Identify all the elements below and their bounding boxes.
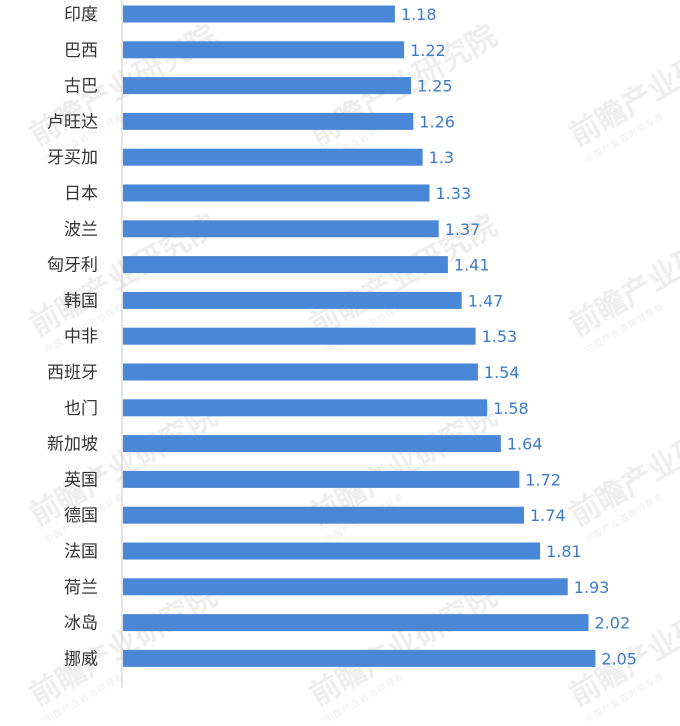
category-label-15: 法国	[64, 542, 98, 562]
value-label-18: 2.05	[601, 649, 637, 668]
value-label-6: 1.37	[445, 220, 481, 239]
value-label-2: 1.25	[417, 77, 453, 96]
category-label-12: 新加坡	[47, 435, 98, 455]
bar-18	[123, 649, 596, 667]
category-label-8: 韩国	[64, 291, 98, 311]
category-label-11: 也门	[64, 399, 98, 419]
category-label-4: 牙买加	[47, 148, 98, 168]
category-label-17: 冰岛	[64, 614, 98, 634]
value-label-11: 1.58	[493, 399, 529, 418]
category-label-6: 波兰	[64, 220, 98, 240]
category-label-18: 挪威	[64, 649, 98, 669]
bar-17	[123, 614, 589, 632]
bar-3	[123, 112, 414, 130]
bar-2	[123, 77, 411, 95]
bar-14	[123, 506, 524, 524]
bar-16	[123, 578, 568, 596]
category-label-7: 匈牙利	[47, 256, 98, 276]
category-label-10: 西班牙	[47, 363, 98, 383]
category-label-14: 德国	[64, 506, 98, 526]
bar-4	[123, 148, 423, 166]
category-label-5: 日本	[64, 184, 98, 204]
value-label-16: 1.93	[574, 578, 610, 597]
category-label-13: 英国	[64, 470, 98, 490]
category-label-2: 古巴	[64, 77, 98, 97]
bar-1	[123, 41, 405, 59]
value-label-8: 1.47	[468, 291, 504, 310]
value-label-7: 1.41	[454, 256, 490, 275]
bar-8	[123, 291, 462, 309]
bar-11	[123, 399, 488, 417]
value-label-5: 1.33	[436, 184, 472, 203]
value-label-12: 1.64	[507, 435, 543, 454]
bar-9	[123, 327, 476, 345]
category-label-9: 中非	[64, 327, 98, 347]
bar-12	[123, 435, 501, 453]
category-labels: 印度巴西古巴卢旺达牙买加日本波兰匈牙利韩国中非西班牙也门新加坡英国德国法国荷兰冰…	[47, 5, 98, 669]
bar-series	[123, 5, 596, 667]
value-label-0: 1.18	[401, 5, 437, 24]
value-label-14: 1.74	[530, 506, 566, 525]
bar-7	[123, 256, 448, 274]
value-label-10: 1.54	[484, 363, 520, 382]
value-label-3: 1.26	[419, 112, 455, 131]
value-label-15: 1.81	[546, 542, 582, 561]
category-label-16: 荷兰	[64, 578, 98, 598]
category-label-0: 印度	[64, 5, 98, 25]
category-label-1: 巴西	[64, 41, 98, 61]
value-label-17: 2.02	[595, 614, 631, 633]
bar-15	[123, 542, 541, 560]
bar-5	[123, 184, 430, 202]
category-label-3: 卢旺达	[47, 112, 98, 132]
value-label-9: 1.53	[482, 327, 518, 346]
bar-13	[123, 470, 520, 488]
value-label-13: 1.72	[525, 470, 561, 489]
horizontal-bar-chart: 印度巴西古巴卢旺达牙买加日本波兰匈牙利韩国中非西班牙也门新加坡英国德国法国荷兰冰…	[47, 0, 637, 688]
bar-6	[123, 220, 439, 238]
value-label-4: 1.3	[429, 148, 454, 167]
value-labels: 1.18 1.22 1.25 1.26 1.3 1.33 1.37 1.41 1.47 1.53 1…	[401, 5, 637, 668]
value-label-1: 1.22	[410, 41, 446, 60]
bar-0	[123, 5, 395, 23]
bar-10	[123, 363, 478, 381]
